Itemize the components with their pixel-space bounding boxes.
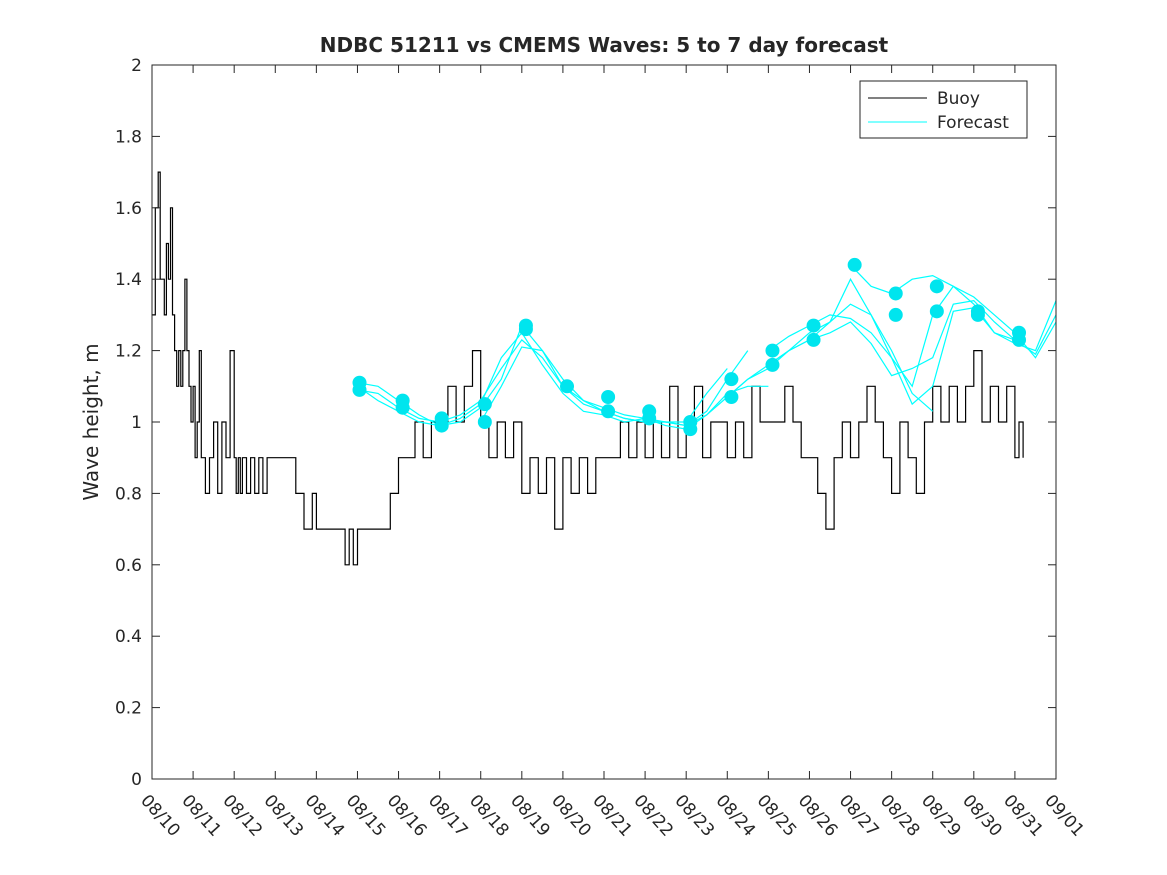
forecast-marker bbox=[477, 415, 492, 429]
forecast-marker bbox=[601, 390, 616, 405]
y-tick-label: 1 bbox=[131, 413, 142, 433]
forecast-series-line-8 bbox=[850, 264, 1016, 341]
forecast-marker bbox=[395, 400, 410, 415]
y-tick-label: 0.4 bbox=[115, 627, 142, 647]
forecast-marker bbox=[929, 304, 944, 319]
forecast-marker bbox=[806, 332, 821, 347]
forecast-marker bbox=[434, 418, 449, 433]
forecast-marker bbox=[724, 372, 739, 387]
forecast-marker bbox=[642, 411, 657, 426]
y-tick-label: 1.6 bbox=[115, 199, 142, 219]
y-axis-label: Wave height, m bbox=[79, 343, 103, 500]
plot-frame bbox=[151, 64, 1057, 780]
forecast-marker bbox=[560, 379, 575, 394]
forecast-marker bbox=[477, 397, 492, 412]
forecast-marker bbox=[806, 318, 821, 333]
y-tick-label: 0.8 bbox=[115, 484, 142, 504]
y-tick-label: 1.4 bbox=[115, 270, 142, 290]
forecast-series-line-3 bbox=[357, 331, 769, 430]
forecast-marker bbox=[888, 286, 903, 301]
legend-box bbox=[859, 80, 1028, 139]
legend: Buoy Forecast bbox=[859, 80, 1028, 139]
forecast-marker bbox=[724, 390, 739, 405]
y-tick-label: 1.8 bbox=[115, 127, 142, 147]
forecast-series-line-4 bbox=[480, 277, 934, 427]
forecast-marker bbox=[847, 257, 862, 272]
buoy-series-line bbox=[152, 171, 1024, 566]
chart-title: NDBC 51211 vs CMEMS Waves: 5 to 7 day fo… bbox=[320, 33, 889, 57]
forecast-marker-layer bbox=[352, 257, 1027, 437]
forecast-marker bbox=[601, 404, 616, 419]
legend-buoy-label: Buoy bbox=[937, 89, 980, 109]
forecast-marker bbox=[765, 357, 780, 372]
forecast-marker bbox=[765, 343, 780, 358]
forecast-marker bbox=[1012, 332, 1027, 347]
forecast-marker bbox=[888, 307, 903, 322]
y-tick-label: 1.2 bbox=[115, 342, 142, 362]
y-tick-label: 0 bbox=[131, 770, 142, 790]
legend-forecast-label: Forecast bbox=[937, 113, 1009, 133]
y-tick-label: 0.2 bbox=[115, 699, 142, 719]
y-tick-label: 0.6 bbox=[115, 556, 142, 576]
forecast-marker bbox=[352, 382, 367, 397]
y-tick-label: 2 bbox=[131, 56, 142, 76]
forecast-marker bbox=[683, 422, 698, 437]
plot-area bbox=[152, 65, 1056, 779]
forecast-marker bbox=[929, 279, 944, 294]
forecast-marker bbox=[518, 322, 533, 337]
forecast-marker bbox=[970, 307, 985, 322]
